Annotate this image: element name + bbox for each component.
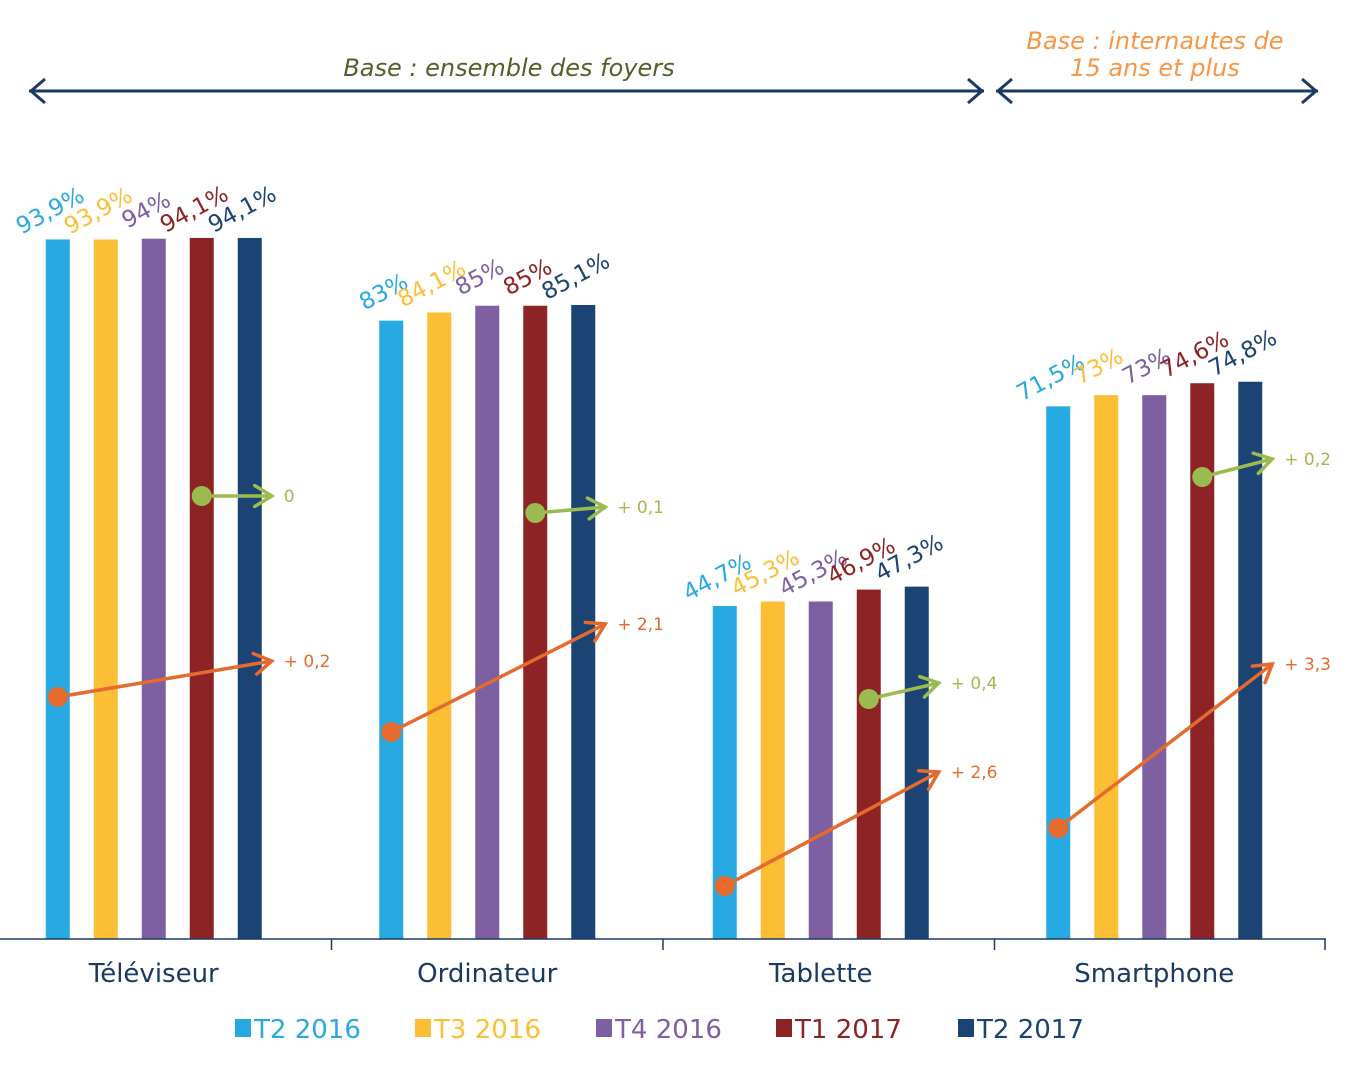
quarterly-change-start-dot: [191, 486, 212, 506]
legend-swatch: [958, 1019, 974, 1037]
bar: [141, 238, 166, 939]
quarterly-change-arrow-line: [868, 681, 940, 701]
base-label-households: Base : ensemble des foyers: [343, 54, 674, 82]
bar: [856, 589, 881, 939]
x-axis: Téléviseur Ordinateur Tablette Smartphone: [0, 938, 1326, 989]
bar: [904, 586, 929, 939]
yearly-change-start-dot: [714, 876, 735, 896]
bar: [475, 305, 500, 939]
bar: [93, 239, 118, 939]
bar: [808, 601, 833, 939]
quarterly-change-label: 0: [284, 487, 295, 507]
quarterly-change-label: + 0,4: [951, 674, 998, 694]
bar: [1094, 395, 1119, 939]
arrow-head-icon: [585, 496, 609, 521]
arrow-head-icon: [583, 620, 609, 643]
arrow-head-icon: [1251, 451, 1276, 476]
quarterly-change-label: + 0,1: [617, 498, 664, 518]
quarterly-change-label: + 0,2: [1284, 450, 1331, 470]
yearly-change-arrow-line: [1057, 662, 1274, 830]
quarterly-change-start-dot: [1192, 467, 1213, 487]
arrow-left-icon: [995, 77, 1013, 105]
legend-swatch: [235, 1019, 251, 1037]
yearly-change-start-dot: [47, 687, 68, 707]
legend-label: T2 2017: [976, 1015, 1084, 1045]
arrow-head-icon: [917, 769, 942, 791]
arrow-right-icon: [967, 77, 985, 105]
yearly-change-arrow-line: [57, 659, 273, 699]
data-label: 85,1%: [538, 248, 615, 305]
legend-swatch: [596, 1019, 612, 1037]
category-label: Smartphone: [1074, 959, 1234, 989]
bars: [45, 237, 1263, 940]
base-arrows: Base : ensemble des foyers Base : interna…: [28, 27, 1319, 105]
arrow-head-icon: [251, 651, 276, 676]
yearly-change-arrow-line: [723, 770, 940, 888]
category-label: Ordinateur: [417, 959, 558, 989]
category-label: Tablette: [768, 959, 873, 989]
legend-label: T1 2017: [794, 1015, 902, 1045]
arrow-right-icon: [1301, 77, 1319, 105]
bar: [427, 312, 452, 940]
legend-label: T4 2016: [614, 1015, 722, 1045]
category-label: Téléviseur: [88, 959, 219, 989]
base-label-internet-users-line2: 15 ans et plus: [1070, 54, 1240, 82]
arrow-head-icon: [918, 674, 943, 699]
yearly-change-label: + 3,3: [1284, 655, 1331, 675]
yearly-change-arrow-line: [390, 622, 607, 734]
arrow-left-icon: [28, 77, 46, 105]
arrow-head-icon: [1250, 661, 1275, 685]
bar: [523, 305, 548, 939]
yearly-change-label: + 2,1: [617, 615, 664, 635]
bar: [760, 601, 785, 939]
yearly-change-label: + 2,6: [951, 763, 998, 783]
legend-label: T3 2016: [433, 1015, 541, 1045]
base-label-internet-users-line1: Base : internautes de: [1026, 27, 1283, 55]
legend-label: T2 2016: [253, 1015, 361, 1045]
legend-swatch: [776, 1019, 792, 1037]
quarterly-change-arrow-line: [535, 505, 606, 515]
quarterly-change-arrow-line: [1201, 457, 1273, 479]
yearly-change-start-dot: [1048, 818, 1069, 838]
quarterly-change-start-dot: [858, 689, 879, 709]
yearly-change-start-dot: [381, 722, 402, 742]
bar: [379, 320, 404, 939]
bar: [189, 237, 214, 939]
legend-swatch: [415, 1019, 431, 1037]
yearly-change-label: + 0,2: [284, 652, 331, 672]
quarterly-change-start-dot: [525, 503, 546, 523]
change-annotations: + 0,2 0 + 2,1 + 0,1 + 2,6 + 0,4 + 3,3 + 0,2: [47, 450, 1331, 896]
bar: [237, 237, 262, 939]
bar: [1046, 406, 1071, 939]
bar: [45, 239, 70, 939]
arrow-head-icon: [252, 483, 276, 509]
legend: T2 2016 T3 2016 T4 2016 T1 2017 T2 2017: [235, 1015, 1084, 1045]
bar: [1190, 383, 1215, 940]
bar: [1142, 395, 1167, 939]
